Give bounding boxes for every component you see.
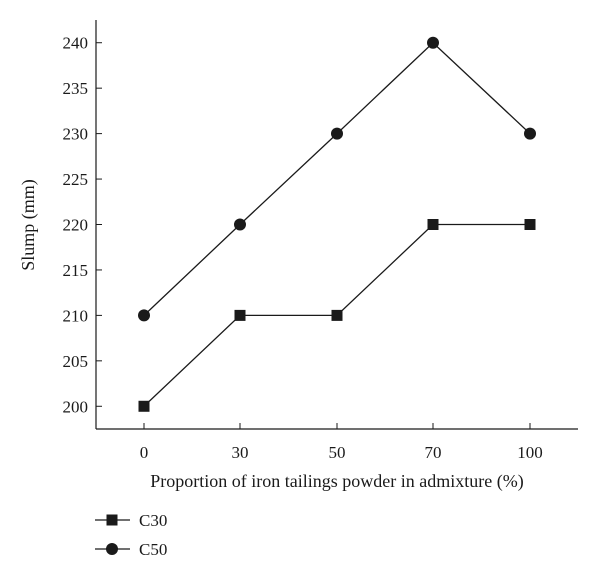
data-point-c30 xyxy=(524,219,536,230)
x-tick-label: 30 xyxy=(232,443,249,462)
legend-label-c30: C30 xyxy=(139,511,167,530)
data-point-c50 xyxy=(234,218,246,231)
series-line-c50 xyxy=(143,41,531,316)
y-tick-label: 220 xyxy=(63,216,89,235)
y-tick-label: 200 xyxy=(63,397,89,416)
data-point-c30 xyxy=(138,400,150,412)
y-ticks: 200 205 210 215 220 225 230 235 240 xyxy=(63,34,102,416)
series-group xyxy=(138,36,536,412)
x-tick-label: 100 xyxy=(517,443,543,462)
series-c30 xyxy=(138,219,536,412)
y-axis-label: Slump (mm) xyxy=(18,179,39,271)
legend-item-c30: C30 xyxy=(95,511,167,530)
x-tick-label: 50 xyxy=(329,443,346,462)
legend-marker-c30 xyxy=(106,514,118,526)
x-ticks: 0 30 50 70 100 xyxy=(140,423,543,462)
data-point-c30 xyxy=(331,309,343,321)
series-c50 xyxy=(138,36,536,322)
y-tick-label: 205 xyxy=(63,352,89,371)
x-tick-label: 0 xyxy=(140,443,149,462)
data-point-c30 xyxy=(234,309,246,321)
data-point-c50 xyxy=(427,36,439,49)
data-point-c50 xyxy=(524,127,536,140)
legend-label-c50: C50 xyxy=(139,540,167,559)
y-tick-label: 215 xyxy=(63,261,89,280)
legend-item-c50: C50 xyxy=(95,540,167,559)
y-tick-label: 225 xyxy=(63,170,89,189)
y-tick-label: 240 xyxy=(63,34,89,53)
data-point-c50 xyxy=(331,127,343,140)
data-point-c50 xyxy=(138,309,150,322)
legend-marker-c50 xyxy=(106,543,118,555)
legend: C30 C50 xyxy=(95,511,167,559)
y-tick-label: 235 xyxy=(63,79,89,98)
x-axis-label: Proportion of iron tailings powder in ad… xyxy=(150,471,523,492)
data-point-c30 xyxy=(427,219,439,230)
y-tick-label: 230 xyxy=(63,125,89,144)
x-tick-label: 70 xyxy=(425,443,442,462)
y-tick-label: 210 xyxy=(63,306,89,325)
